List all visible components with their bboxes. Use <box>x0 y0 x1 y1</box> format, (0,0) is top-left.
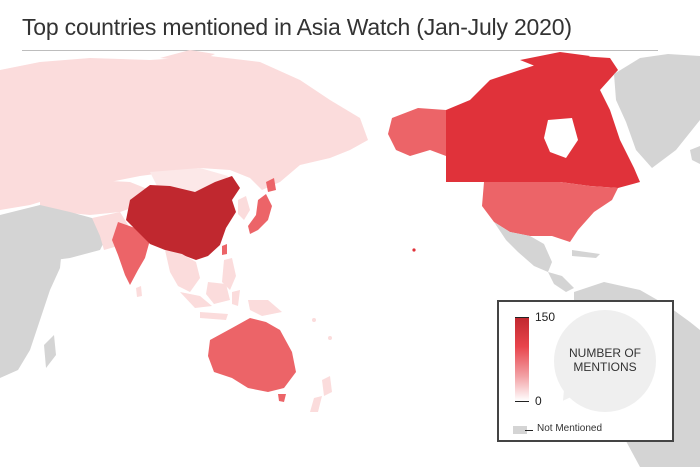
hawaii <box>412 248 416 252</box>
legend-bubble-line2: MENTIONS <box>573 360 637 374</box>
legend-min-label: 0 <box>535 394 542 408</box>
hokkaido <box>266 178 276 192</box>
arctic-islands <box>520 52 590 68</box>
china[interactable] <box>126 176 240 260</box>
japan[interactable] <box>248 194 272 234</box>
korea[interactable] <box>238 196 250 220</box>
java <box>200 312 228 320</box>
borneo[interactable] <box>206 282 230 304</box>
legend-gradient-bar <box>515 317 529 401</box>
taiwan[interactable] <box>222 244 227 255</box>
iceland <box>690 146 700 164</box>
not-mentioned-swatch <box>513 426 527 434</box>
tasmania <box>278 394 286 402</box>
legend-box: 150 0 NUMBER OF MENTIONS Not Mentioned <box>497 300 674 442</box>
philippines[interactable] <box>222 258 236 290</box>
legend-max-tick <box>515 317 529 318</box>
india[interactable] <box>112 222 150 285</box>
greenland <box>614 54 700 168</box>
new-zealand[interactable] <box>322 376 332 396</box>
alaska[interactable] <box>388 108 446 156</box>
arctic-island <box>160 50 215 62</box>
legend-bubble-text: NUMBER OF MENTIONS <box>554 346 656 374</box>
not-mentioned-label: Not Mentioned <box>537 423 603 434</box>
papua-new-guinea[interactable] <box>248 300 282 316</box>
title-divider <box>22 50 658 51</box>
sri-lanka <box>136 286 142 297</box>
africa <box>0 225 62 378</box>
pacific-island <box>312 318 316 322</box>
hudson-bay <box>544 118 578 158</box>
cuba <box>572 250 600 258</box>
united-states[interactable] <box>482 182 618 242</box>
kamchatka <box>300 100 322 152</box>
southeast-asia[interactable] <box>165 250 200 292</box>
pacific-island <box>328 336 332 340</box>
sulawesi <box>232 290 240 306</box>
legend-bubble-line1: NUMBER OF <box>569 346 641 360</box>
legend-bubble: NUMBER OF MENTIONS <box>554 310 656 412</box>
central-asia[interactable] <box>40 180 150 215</box>
mexico <box>494 222 552 272</box>
madagascar <box>44 335 56 368</box>
indonesia[interactable] <box>180 292 212 308</box>
legend-max-label: 150 <box>535 310 556 324</box>
legend-min-tick <box>515 401 529 402</box>
not-mentioned-dash <box>525 430 533 431</box>
australia[interactable] <box>208 318 296 392</box>
new-zealand-south <box>310 396 322 412</box>
arctic-island <box>80 88 112 104</box>
map-title: Top countries mentioned in Asia Watch (J… <box>22 14 572 40</box>
canada[interactable] <box>446 56 640 188</box>
central-america <box>548 272 574 292</box>
